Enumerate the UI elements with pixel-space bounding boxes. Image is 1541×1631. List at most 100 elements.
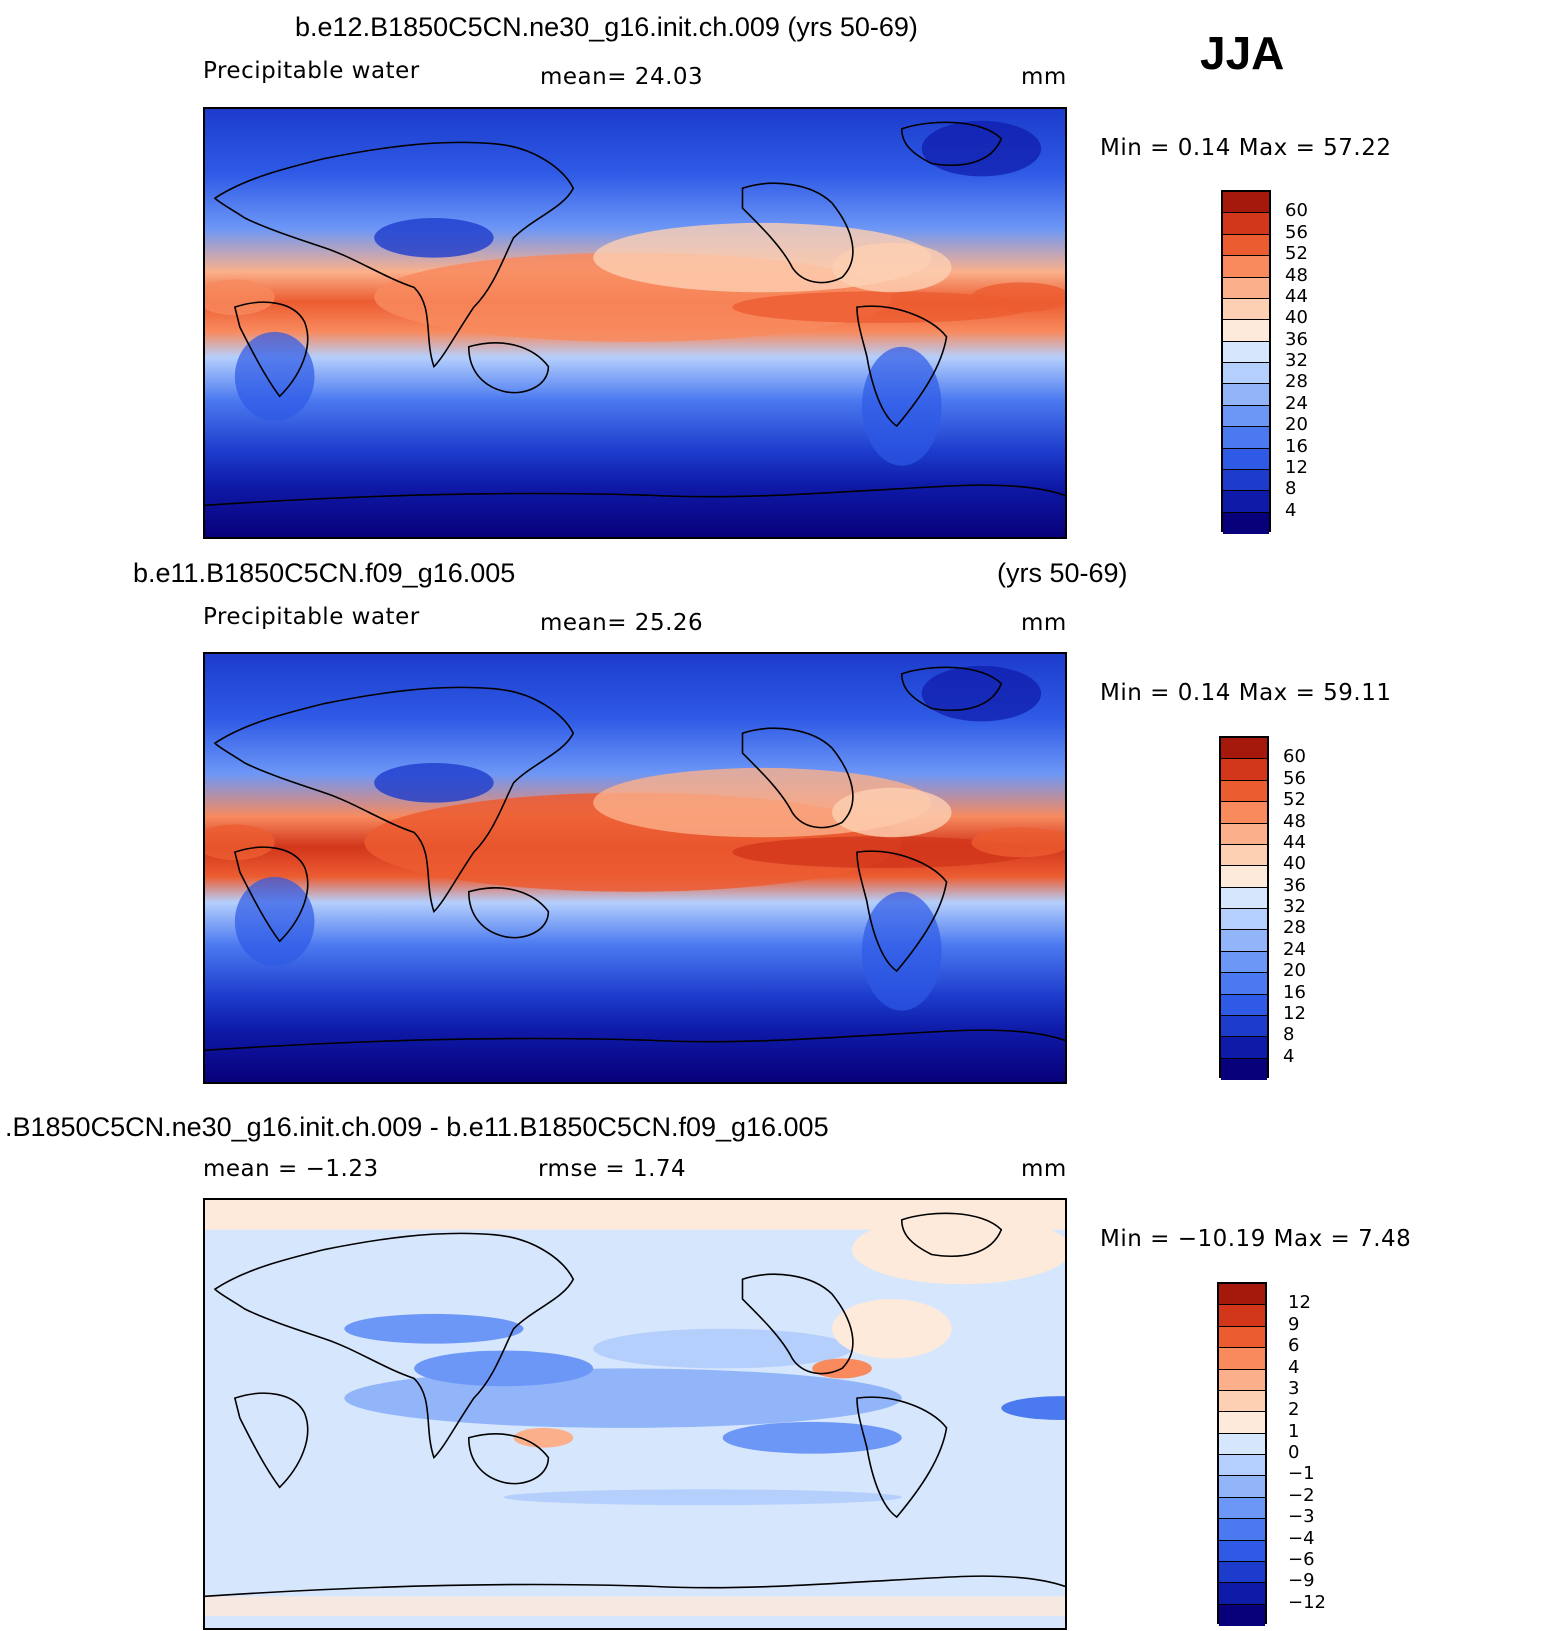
panel1-title: b.e12.B1850C5CN.ne30_g16.init.ch.009 (yr… — [295, 12, 918, 42]
colorbar-tick-label: 8 — [1283, 1024, 1295, 1046]
colorbar-tick-label: 9 — [1288, 1313, 1300, 1335]
colorbar-tick-label: 32 — [1283, 896, 1306, 917]
colorbar-tick-label: −3 — [1288, 1506, 1315, 1528]
colorbar-tick-label: 36 — [1285, 328, 1308, 350]
panel2-map — [203, 652, 1067, 1084]
colorbar-tick-label: 60 — [1285, 200, 1308, 222]
colorbar-swatch — [1221, 994, 1267, 1016]
colorbar-tick-label: 28 — [1283, 917, 1306, 939]
colorbar-tick-label: 12 — [1288, 1292, 1311, 1314]
panel2-colorbar — [1219, 736, 1269, 1080]
colorbar-swatch — [1219, 1455, 1265, 1477]
colorbar-swatch — [1219, 1433, 1265, 1455]
colorbar-tick-label: 56 — [1283, 767, 1306, 789]
colorbar-swatch — [1219, 1540, 1265, 1562]
panel2-mean: mean= 25.26 — [540, 610, 704, 636]
colorbar-tick-label: −12 — [1288, 1591, 1326, 1613]
colorbar-swatch — [1221, 1058, 1267, 1080]
colorbar-tick-label: −4 — [1288, 1527, 1315, 1549]
colorbar-swatch — [1221, 802, 1267, 824]
colorbar-tick-label: 12 — [1283, 1002, 1306, 1024]
panel2-minmax: Min = 0.14 Max = 59.11 — [1100, 680, 1392, 706]
panel1-colorbar — [1221, 190, 1271, 534]
colorbar-tick-label: 12 — [1285, 456, 1308, 478]
colorbar-tick-label: 4 — [1285, 499, 1297, 521]
colorbar-swatch — [1223, 192, 1269, 214]
colorbar-swatch — [1221, 973, 1267, 995]
colorbar-tick-label: 8 — [1285, 478, 1297, 500]
colorbar-tick-label: −1 — [1288, 1463, 1315, 1485]
colorbar-swatch — [1223, 448, 1269, 470]
colorbar-tick-label: 0 — [1288, 1442, 1300, 1463]
colorbar-tick-label: 44 — [1283, 831, 1306, 853]
colorbar-swatch — [1223, 512, 1269, 534]
colorbar-swatch — [1223, 469, 1269, 492]
panel2-years: (yrs 50-69) — [997, 558, 1128, 588]
colorbar-swatch — [1223, 341, 1269, 363]
colorbar-tick-label: 24 — [1283, 938, 1306, 960]
colorbar-tick-label: 40 — [1283, 853, 1306, 875]
colorbar-swatch — [1219, 1412, 1265, 1434]
colorbar-swatch — [1223, 320, 1269, 342]
panel3-mean: mean = −1.23 — [203, 1156, 379, 1182]
panel2-variable-label: Precipitable water — [203, 604, 420, 630]
colorbar-swatch — [1219, 1519, 1265, 1541]
colorbar-swatch — [1219, 1497, 1265, 1520]
colorbar-tick-label: 48 — [1283, 810, 1306, 832]
colorbar-swatch — [1223, 298, 1269, 321]
colorbar-tick-label: 4 — [1288, 1356, 1300, 1378]
colorbar-tick-label: 20 — [1285, 414, 1308, 436]
colorbar-tick-label: 20 — [1283, 960, 1306, 982]
colorbar-tick-label: 48 — [1285, 264, 1308, 286]
panel1-map — [203, 107, 1067, 539]
colorbar-swatch — [1219, 1561, 1265, 1584]
panel2-title: b.e11.B1850C5CN.f09_g16.005 — [133, 558, 516, 588]
panel3-rmse: rmse = 1.74 — [538, 1156, 687, 1182]
colorbar-swatch — [1223, 234, 1269, 257]
colorbar-swatch — [1219, 1305, 1265, 1327]
colorbar-swatch — [1221, 909, 1267, 931]
panel2-units: mm — [1021, 610, 1067, 636]
colorbar-swatch — [1223, 213, 1269, 235]
colorbar-swatch — [1223, 277, 1269, 299]
colorbar-tick-label: 2 — [1288, 1399, 1300, 1421]
colorbar-swatch — [1221, 930, 1267, 952]
panel1-minmax: Min = 0.14 Max = 57.22 — [1100, 135, 1392, 161]
colorbar-swatch — [1223, 256, 1269, 278]
colorbar-tick-label: −6 — [1288, 1548, 1315, 1570]
colorbar-swatch — [1223, 427, 1269, 449]
panel3-colorbar — [1217, 1282, 1267, 1626]
colorbar-tick-label: 52 — [1285, 243, 1308, 265]
colorbar-swatch — [1221, 887, 1267, 909]
colorbar-swatch — [1221, 1015, 1267, 1038]
colorbar-tick-label: 40 — [1285, 307, 1308, 329]
colorbar-swatch — [1221, 738, 1267, 760]
colorbar-tick-label: 16 — [1283, 981, 1306, 1003]
colorbar-tick-label: 60 — [1283, 746, 1306, 768]
panel3-units: mm — [1021, 1156, 1067, 1182]
colorbar-tick-label: 3 — [1288, 1377, 1300, 1399]
panel1-units: mm — [1021, 64, 1067, 90]
colorbar-tick-label: 52 — [1283, 789, 1306, 811]
season-label: JJA — [1200, 27, 1285, 79]
colorbar-swatch — [1221, 866, 1267, 888]
colorbar-swatch — [1223, 491, 1269, 513]
colorbar-swatch — [1221, 780, 1267, 803]
colorbar-swatch — [1223, 405, 1269, 428]
colorbar-tick-label: 1 — [1288, 1420, 1300, 1442]
colorbar-swatch — [1219, 1604, 1265, 1626]
colorbar-swatch — [1223, 384, 1269, 406]
colorbar-swatch — [1221, 1037, 1267, 1059]
colorbar-tick-label: 6 — [1288, 1335, 1300, 1357]
colorbar-swatch — [1219, 1583, 1265, 1605]
colorbar-swatch — [1223, 363, 1269, 385]
colorbar-swatch — [1219, 1284, 1265, 1306]
colorbar-swatch — [1219, 1348, 1265, 1370]
colorbar-tick-label: 36 — [1283, 874, 1306, 896]
colorbar-swatch — [1219, 1476, 1265, 1498]
colorbar-tick-label: 32 — [1285, 350, 1308, 371]
colorbar-swatch — [1219, 1390, 1265, 1413]
colorbar-tick-label: 16 — [1285, 435, 1308, 457]
colorbar-swatch — [1219, 1369, 1265, 1391]
colorbar-swatch — [1219, 1326, 1265, 1349]
